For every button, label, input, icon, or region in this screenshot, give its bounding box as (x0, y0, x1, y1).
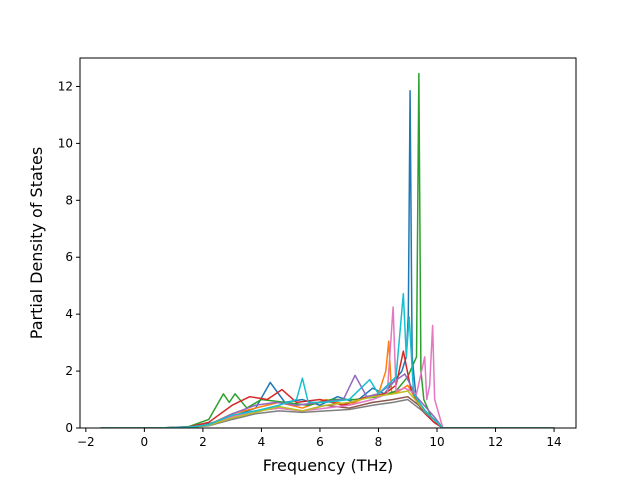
y-tick-label: 12 (58, 79, 73, 93)
x-tick-label: 0 (141, 435, 149, 449)
x-axis: −2 0 2 4 6 8 10 12 14 (77, 428, 562, 449)
x-tick-label: 12 (488, 435, 503, 449)
series-line-7 (100, 306, 555, 428)
x-axis-title: Frequency (THz) (263, 456, 393, 475)
y-tick-label: 8 (65, 193, 73, 207)
x-tick-label: 2 (199, 435, 207, 449)
series-line-3 (100, 72, 555, 428)
x-tick-label: 14 (546, 435, 561, 449)
x-tick-label: 6 (316, 435, 324, 449)
y-axis-title: Partial Density of States (27, 147, 46, 339)
series-line-10 (100, 292, 555, 428)
plot-area (100, 72, 555, 428)
y-tick-label: 6 (65, 250, 73, 264)
y-tick-label: 4 (65, 307, 73, 321)
y-tick-label: 2 (65, 364, 73, 378)
axes-frame (79, 57, 577, 429)
x-tick-label: 4 (258, 435, 266, 449)
y-axis: 0 2 4 6 8 10 12 (58, 79, 80, 435)
x-tick-label: 8 (375, 435, 383, 449)
x-tick-label: −2 (77, 435, 95, 449)
y-tick-label: 10 (58, 136, 73, 150)
x-tick-label: 10 (429, 435, 444, 449)
y-tick-label: 0 (65, 421, 73, 435)
